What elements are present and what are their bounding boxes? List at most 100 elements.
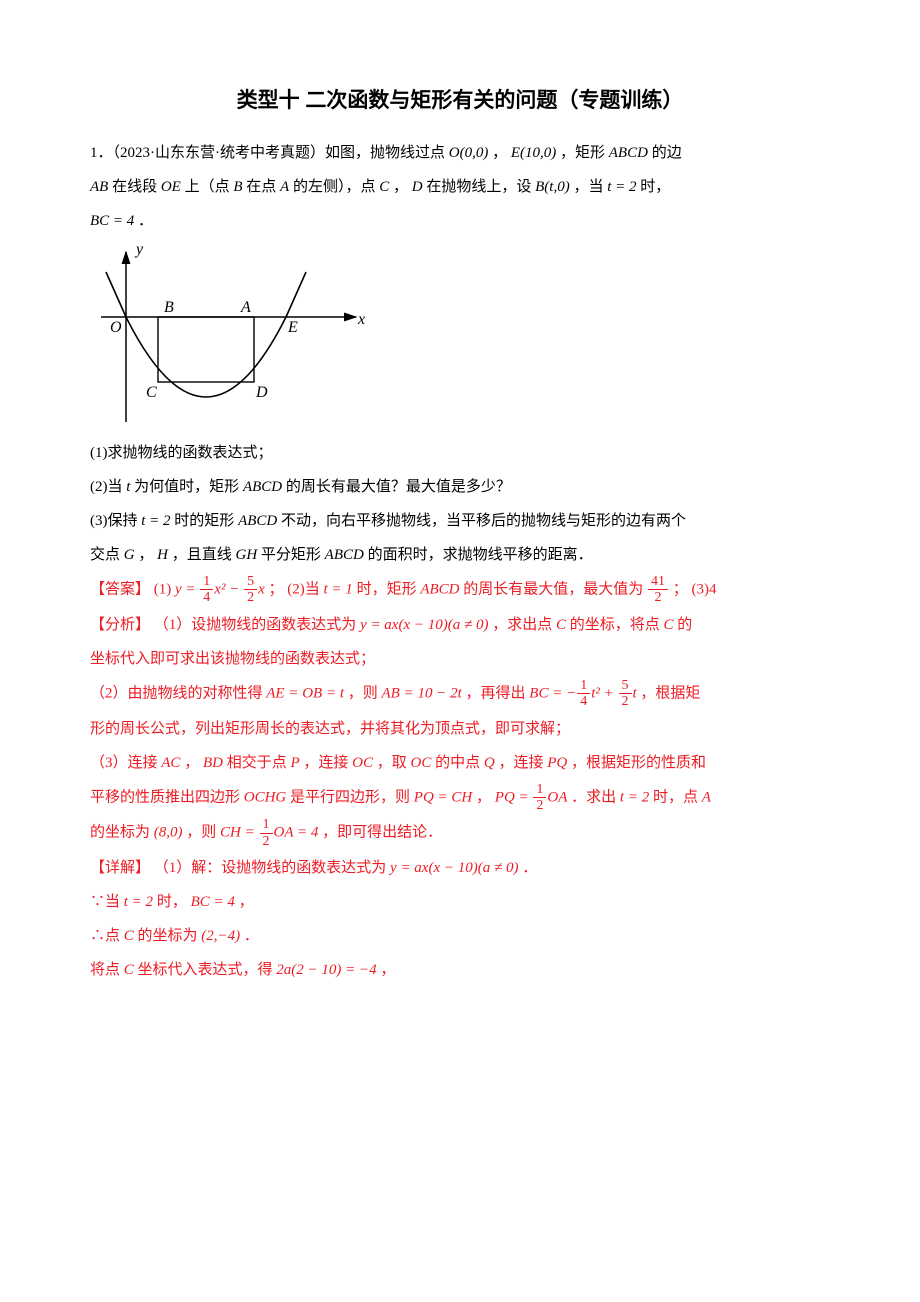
text: (2)当: [90, 479, 123, 495]
text: （3）连接: [90, 755, 158, 771]
den: 2: [260, 834, 273, 849]
coord: (8,0): [154, 825, 183, 841]
text: ，当: [573, 179, 603, 195]
sep: ；: [673, 581, 688, 597]
line-GH: GH: [235, 547, 257, 563]
text: 的坐标，将点: [570, 617, 660, 633]
text: 的: [677, 617, 692, 633]
text: （1）解：设抛物线的函数表达式为: [154, 860, 387, 876]
detail-p1: 【详解】 （1）解：设抛物线的函数表达式为 y = ax(x − 10)(a ≠…: [90, 853, 830, 883]
pt-C: C: [556, 617, 566, 633]
detail-p3: ∴点 C 的坐标为 (2,−4) ．: [90, 921, 830, 951]
label-E: E: [287, 319, 298, 336]
analysis-label: 【分析】: [90, 617, 150, 633]
t1: t = 1: [324, 581, 353, 597]
t2: t = 2: [124, 894, 153, 910]
OCHG: OCHG: [244, 789, 287, 805]
detail-p2: ∵当 t = 2 时， BC = 4 ，: [90, 887, 830, 917]
text: 时，矩形: [357, 581, 417, 597]
text: 为何值时，矩形: [134, 479, 239, 495]
text: 时，: [640, 179, 670, 195]
var-t: t: [126, 479, 130, 495]
sub-q3-line1: (3)保持 t = 2 时的矩形 ABCD 不动，向右平移抛物线，当平移后的抛物…: [90, 506, 830, 536]
text: 坐标代入表达式，得: [138, 962, 273, 978]
text: ，则: [186, 825, 216, 841]
text: 的左侧），点: [293, 179, 376, 195]
answer-label: 【答案】: [90, 581, 150, 597]
end: OA: [547, 789, 567, 805]
pt-G: G: [124, 547, 135, 563]
text: ．: [522, 860, 537, 876]
text: (2)当: [287, 581, 320, 597]
text: ，则: [348, 685, 378, 701]
eq: y = ax(x − 10)(a ≠ 0): [360, 617, 488, 633]
analysis-p1: 【分析】 （1）设抛物线的函数表达式为 y = ax(x − 10)(a ≠ 0…: [90, 610, 830, 640]
PQ: PQ: [547, 755, 567, 771]
text: ，: [138, 547, 153, 563]
question-1-intro-line3: BC = 4 ．: [90, 206, 830, 236]
page-title: 类型十 二次函数与矩形有关的问题（专题训练）: [90, 80, 830, 122]
text: 将点: [90, 962, 120, 978]
ch-lh: CH =: [220, 825, 258, 841]
text: ，连接: [303, 755, 348, 771]
t2: t = 2: [620, 789, 649, 805]
analysis-p3b: 平移的性质推出四边形 OCHG 是平行四边形，则 PQ = CH ， PQ = …: [90, 782, 830, 814]
text: ，再得出: [466, 685, 526, 701]
sub-q1: (1)求抛物线的函数表达式；: [90, 438, 830, 468]
text: 在抛物线上，设: [426, 179, 531, 195]
eq: 2a(2 − 10) = −4: [276, 962, 376, 978]
text: ∴点: [90, 928, 120, 944]
num: 5: [619, 678, 632, 694]
end: x: [258, 581, 265, 597]
sep: ；: [269, 581, 284, 597]
rect: ABCD: [238, 513, 277, 529]
text: ，: [393, 179, 408, 195]
text: 交点: [90, 547, 120, 563]
text: ，且直线: [172, 547, 232, 563]
text: 的面积时，求抛物线平移的距离．: [368, 547, 593, 563]
label-x: x: [357, 311, 365, 328]
text: ，: [184, 755, 199, 771]
text: 在点: [246, 179, 276, 195]
end: t: [633, 685, 637, 701]
text: ，矩形: [560, 145, 605, 161]
eq: AB = 10 − 2t: [382, 685, 462, 701]
bc-eq-4: BC = 4: [90, 213, 134, 229]
pt-C: C: [379, 179, 389, 195]
BD: BD: [203, 755, 223, 771]
analysis-p2: （2）由抛物线的对称性得 AE = OB = t ，则 AB = 10 − 2t…: [90, 678, 830, 710]
text: 的中点: [435, 755, 480, 771]
end: OA = 4: [274, 825, 319, 841]
text: ，: [380, 962, 395, 978]
text: 是平行四边形，则: [290, 789, 410, 805]
rect: ABCD: [325, 547, 364, 563]
text: 平分矩形: [261, 547, 321, 563]
den: 2: [533, 798, 546, 813]
text: 1．（2023·山东东营·统考中考真题）如图，抛物线过点: [90, 145, 445, 161]
question-1-intro-line2: AB 在线段 OE 上（点 B 在点 A 的左侧），点 C ， D 在抛物线上，…: [90, 172, 830, 202]
text: ，根据矩: [640, 685, 700, 701]
num: 5: [244, 574, 257, 590]
bc4: BC = 4: [191, 894, 235, 910]
text: 时，: [157, 894, 187, 910]
t2: t = 2: [141, 513, 170, 529]
text: 相交于点: [227, 755, 287, 771]
label-D: D: [255, 384, 268, 401]
label-O: O: [110, 319, 122, 336]
text: 时，点: [653, 789, 698, 805]
analysis-p2b: 形的周长公式，列出矩形周长的表达式，并将其化为顶点式，即可求解；: [90, 714, 830, 744]
text: 平移的性质推出四边形: [90, 789, 240, 805]
analysis-p1b: 坐标代入即可求出该抛物线的函数表达式；: [90, 644, 830, 674]
mid: t² +: [591, 685, 617, 701]
sub-q3-line2: 交点 G ， H ，且直线 GH 平分矩形 ABCD 的面积时，求抛物线平移的距…: [90, 540, 830, 570]
bc-lh: BC = −: [529, 685, 576, 701]
rect: ABCD: [243, 479, 282, 495]
eq-y: y =: [175, 581, 199, 597]
text: ．: [244, 928, 259, 944]
C: C: [124, 962, 134, 978]
den: 2: [648, 590, 668, 605]
num: 1: [533, 782, 546, 798]
text: 的周长有最大值？最大值是多少？: [286, 479, 511, 495]
label-B: B: [164, 299, 174, 316]
den: 2: [619, 694, 632, 709]
